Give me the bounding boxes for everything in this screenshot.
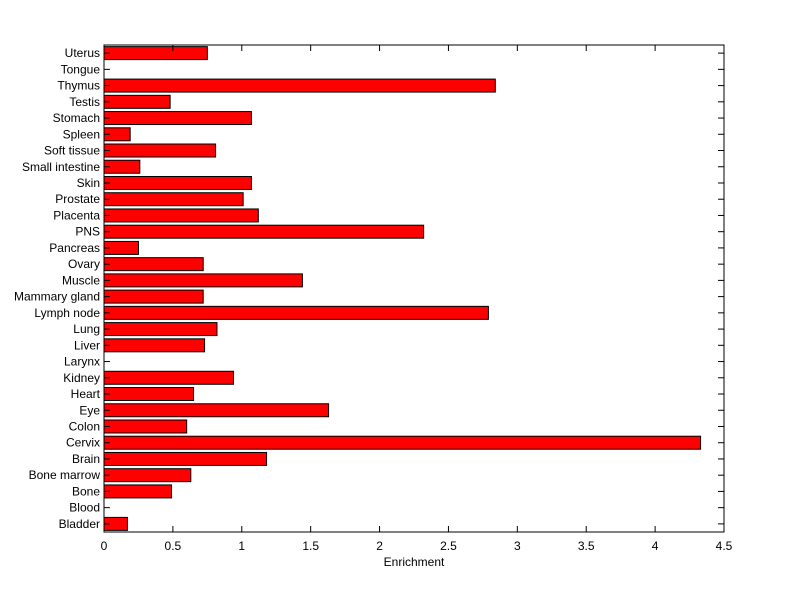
bar-placenta (103, 208, 259, 223)
y-tick-label: Small intestine (22, 160, 100, 174)
bar-muscle (103, 273, 303, 288)
bar-heart (103, 387, 195, 402)
bar-liver (103, 338, 206, 353)
y-tick-label: Skin (77, 176, 100, 190)
bar-pns (103, 224, 425, 239)
bar-cervix (103, 435, 702, 450)
y-tick-label: Spleen (63, 127, 100, 141)
axes-box (103, 44, 725, 533)
y-tick-label: Thymus (57, 79, 100, 93)
bar-bone (103, 484, 173, 499)
bar-lymph-node (103, 305, 489, 320)
bar-stomach (103, 111, 252, 126)
bar-bone-marrow (103, 468, 192, 483)
y-tick-label: Kidney (63, 371, 100, 385)
bar-kidney (103, 370, 235, 385)
bars-group (103, 46, 702, 531)
bar-soft-tissue (103, 143, 217, 158)
x-tick-label: 4 (652, 539, 659, 553)
y-tick-label: Lymph node (34, 306, 100, 320)
y-tick-label: Ovary (68, 257, 100, 271)
y-tick-label: Testis (69, 95, 100, 109)
y-tick-label: Lung (73, 322, 100, 336)
y-tick-label: Tongue (61, 62, 101, 76)
bar-uterus (103, 46, 208, 61)
x-axis-label: Enrichment (384, 555, 445, 569)
x-tick-label: 2.5 (440, 539, 457, 553)
y-tick-label: Placenta (53, 208, 100, 222)
bar-brain (103, 451, 268, 466)
y-tick-label: Brain (72, 452, 100, 466)
y-tick-label: Bladder (59, 517, 100, 531)
y-tick-label: Bone (72, 484, 100, 498)
bar-colon (103, 419, 188, 434)
x-tick-label: 0 (101, 539, 108, 553)
x-tick-label: 4.5 (716, 539, 733, 553)
y-tick-label: Uterus (65, 46, 100, 60)
y-tick-label: Stomach (53, 111, 100, 125)
bar-testis (103, 94, 171, 109)
y-tick-label: Liver (74, 338, 100, 352)
y-tick-label: Prostate (55, 192, 100, 206)
x-tick-label: 3.5 (578, 539, 595, 553)
y-tick-label: Bone marrow (29, 468, 101, 482)
y-ticks-group: Bladder Blood Bone Bone marrow Brain Cervix Co… (14, 46, 724, 531)
bar-skin (103, 175, 252, 190)
y-tick-label: Heart (71, 387, 101, 401)
y-tick-label: Colon (69, 419, 100, 433)
y-tick-label: Mammary gland (14, 290, 100, 304)
bar-mammary-gland (103, 289, 204, 304)
x-ticks-group: 0 0.5 1 1.5 2 2.5 3 3.5 4 4.5 (101, 45, 733, 553)
y-tick-label: Cervix (66, 436, 100, 450)
x-tick-label: 1.5 (302, 539, 319, 553)
y-tick-label: Pancreas (49, 241, 100, 255)
bar-ovary (103, 257, 204, 272)
x-tick-label: 0.5 (165, 539, 182, 553)
bar-thymus (103, 78, 496, 93)
y-tick-label: Eye (79, 403, 100, 417)
bar-prostate (103, 192, 244, 207)
y-tick-label: Larynx (64, 355, 100, 369)
y-tick-label: PNS (75, 225, 100, 239)
bar-lung (103, 322, 218, 337)
x-tick-label: 1 (238, 539, 245, 553)
y-tick-label: Muscle (62, 273, 100, 287)
y-tick-label: Blood (69, 501, 100, 515)
x-tick-label: 3 (514, 539, 521, 553)
y-tick-label: Soft tissue (44, 144, 100, 158)
bar-eye (103, 403, 330, 418)
x-tick-label: 2 (376, 539, 383, 553)
